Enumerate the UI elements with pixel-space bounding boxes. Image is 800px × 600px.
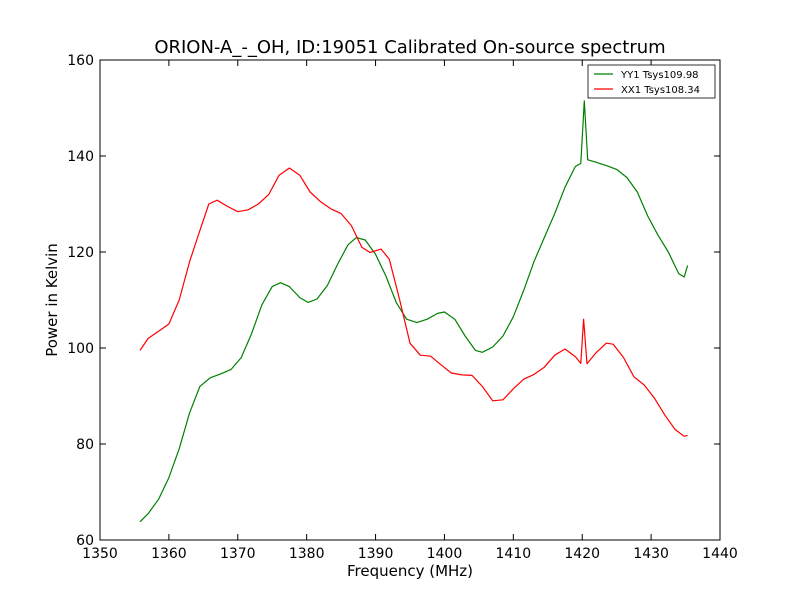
x-tick-label: 1380	[289, 546, 325, 562]
x-axis: 1350 1360 1370 1380 1390 1400 1410 1420 1430 1440	[82, 60, 738, 562]
series-line-0	[139, 100, 689, 523]
x-tick-label: 1370	[220, 546, 256, 562]
y-tick-label: 140	[67, 149, 94, 165]
y-axis: 60 80 100 120 140 160	[67, 53, 720, 549]
x-tick-label: 1400	[427, 546, 463, 562]
x-tick-label: 1410	[496, 546, 532, 562]
plot-frame	[99, 59, 721, 541]
y-tick-label: 120	[67, 245, 94, 261]
series-line-1	[139, 167, 688, 437]
x-axis-label: Frequency (MHz)	[347, 562, 473, 580]
y-axis-label: Power in Kelvin	[43, 243, 61, 357]
legend-label-1: XX1 Tsys108.34	[621, 85, 700, 96]
legend-label-0: YY1 Tsys109.98	[620, 70, 699, 81]
x-tick-label: 1430	[633, 546, 669, 562]
legend: YY1 Tsys109.98 XX1 Tsys108.34	[587, 64, 716, 99]
x-tick-label: 1350	[82, 546, 118, 562]
x-tick-label: 1360	[151, 546, 187, 562]
y-tick-label: 100	[67, 341, 94, 357]
plot-area	[139, 100, 689, 523]
y-tick-label: 80	[76, 437, 94, 453]
chart-title: ORION-A_-_OH, ID:19051 Calibrated On-sou…	[154, 37, 665, 58]
y-tick-label: 60	[76, 533, 94, 549]
x-tick-label: 1420	[564, 546, 600, 562]
x-tick-label: 1440	[702, 546, 738, 562]
legend-box	[587, 64, 716, 99]
x-tick-label: 1390	[358, 546, 394, 562]
y-tick-label: 160	[67, 53, 94, 69]
